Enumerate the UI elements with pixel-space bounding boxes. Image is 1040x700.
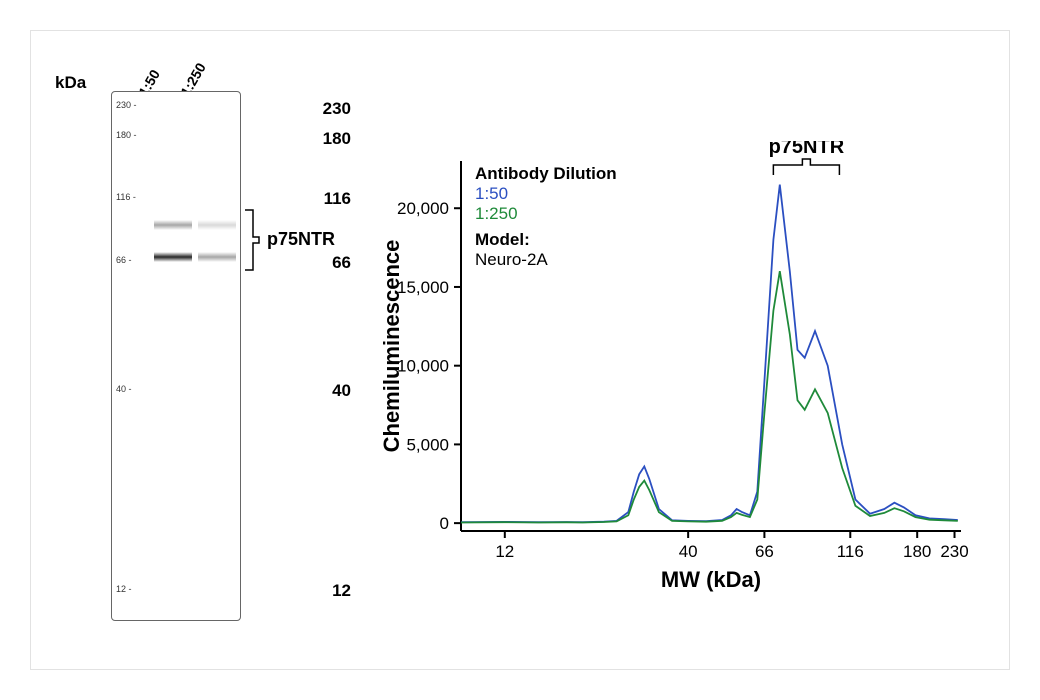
mw-marker-label: 40 <box>293 381 351 401</box>
model-label: Model: <box>475 230 530 249</box>
band-annotation-label: p75NTR <box>267 229 335 250</box>
peak-annotation-label: p75NTR <box>769 141 845 158</box>
y-tick-label: 5,000 <box>406 435 449 454</box>
x-tick-label: 66 <box>755 542 774 561</box>
inner-mw-marker: 180 - <box>116 130 137 140</box>
kda-unit-label: kDa <box>55 73 86 93</box>
y-tick-label: 15,000 <box>397 278 449 297</box>
inner-mw-marker: 40 - <box>116 384 132 394</box>
inner-mw-marker: 12 - <box>116 584 132 594</box>
blot-band <box>198 252 236 262</box>
y-tick-label: 20,000 <box>397 199 449 218</box>
electropherogram-chart: 0 5,000 10,000 15,000 20,000 12 40 66 116 180 230 M… <box>381 141 991 611</box>
x-tick-label: 230 <box>940 542 968 561</box>
legend-item: 1:250 <box>475 204 518 223</box>
western-blot-panel: kDa 1:501:250 230 -180 -116 -66 -40 -12 … <box>41 61 351 641</box>
mw-marker-label: 230 <box>293 99 351 119</box>
x-tick-label: 40 <box>679 542 698 561</box>
series-line <box>461 185 958 523</box>
mw-marker-label: 116 <box>293 189 351 209</box>
legend-title: Antibody Dilution <box>475 164 617 183</box>
mw-marker-label: 66 <box>293 253 351 273</box>
y-tick-label: 10,000 <box>397 357 449 376</box>
mw-marker-label: 12 <box>293 581 351 601</box>
x-tick-label: 180 <box>903 542 931 561</box>
blot-membrane: 230 - 180 - 116 - 66 - 40 - 12 - <box>111 91 241 621</box>
band-bracket-icon <box>245 207 263 273</box>
x-axis-title: MW (kDa) <box>661 567 761 592</box>
inner-mw-marker: 66 - <box>116 255 132 265</box>
x-tick-label: 116 <box>837 542 864 561</box>
blot-band <box>198 220 236 230</box>
y-axis-title: Chemiluminescence <box>381 240 404 453</box>
figure-frame: kDa 1:501:250 230 - 180 - 116 - 66 - 40 - 12 … <box>30 30 1010 670</box>
y-tick-label: 0 <box>440 514 449 533</box>
series-line <box>461 271 958 522</box>
peak-bracket-icon <box>773 159 839 175</box>
inner-mw-marker: 230 - <box>116 100 137 110</box>
x-tick-label: 12 <box>495 542 514 561</box>
blot-band <box>154 220 192 230</box>
mw-marker-label: 180 <box>293 129 351 149</box>
model-value: Neuro-2A <box>475 250 548 269</box>
legend-item: 1:50 <box>475 184 508 203</box>
blot-band <box>154 252 192 262</box>
inner-mw-marker: 116 - <box>116 192 136 202</box>
